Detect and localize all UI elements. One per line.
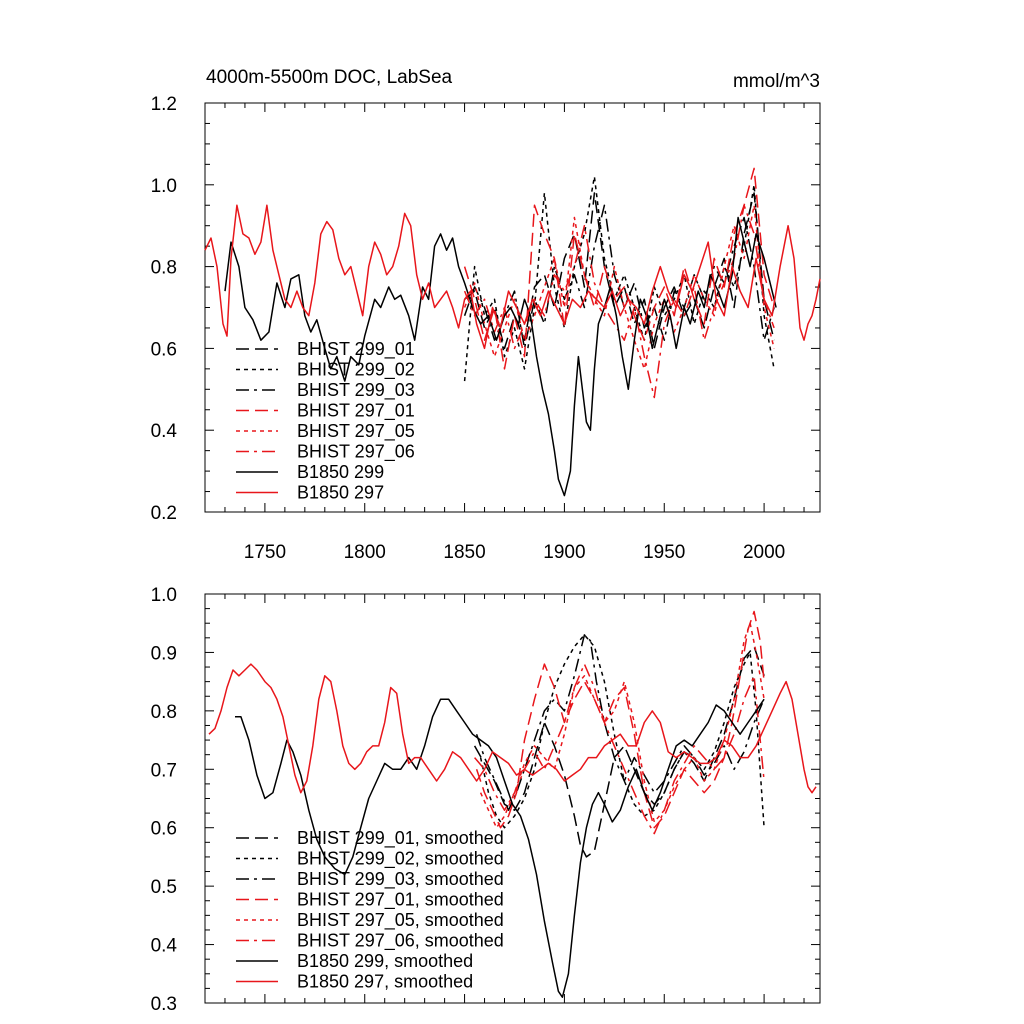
y-tick-label: 1.0 [151, 585, 177, 606]
bottom-panel: 0.3 0.4 0.5 0.6 0.7 0.8 0.9 1.0 BHIST 299_01, sm… [151, 585, 821, 1015]
top-legend-label-1: BHIST 299_02 [297, 360, 415, 381]
top-legend-label-5: BHIST 297_06 [297, 442, 415, 463]
units-label: mmol/m^3 [733, 71, 820, 92]
x-tick-label: 2000 [743, 542, 785, 563]
bottom-series-line-1 [479, 634, 765, 829]
top-legend-label-6: B1850 299 [297, 462, 384, 482]
x-tick-label: 1900 [543, 542, 585, 563]
y-tick-label: 0.6 [151, 819, 177, 840]
bottom-legend-label-5: BHIST 297_06, smoothed [297, 931, 504, 952]
x-tick-label: 1950 [643, 542, 685, 563]
bottom-legend-label-3: BHIST 297_01, smoothed [297, 890, 504, 911]
y-tick-label: 0.9 [151, 643, 177, 664]
top-series-line-2 [463, 204, 775, 350]
chart-title: 4000m-5500m DOC, LabSea [206, 67, 453, 88]
top-legend-label-7: B1850 297 [297, 483, 384, 503]
bottom-series-line-7 [208, 663, 817, 794]
x-tick-label: 1850 [443, 542, 485, 563]
y-tick-label: 1.2 [151, 94, 177, 115]
top-series-line-5 [463, 204, 775, 399]
bottom-legend-label-6: B1850 299, smoothed [297, 951, 473, 971]
y-tick-label: 1.0 [151, 176, 177, 197]
y-tick-label: 0.5 [151, 877, 177, 898]
top-legend-label-2: BHIST 299_03 [297, 380, 415, 401]
x-tick-label: 1750 [244, 542, 286, 563]
top-panel: 1750 1800 1850 1900 1950 2000 0.2 0.4 0.6 0.8 1.0 1… [151, 94, 821, 563]
bottom-legend-label-2: BHIST 299_03, smoothed [297, 869, 504, 890]
bottom-legend-label-4: BHIST 297_05, smoothed [297, 910, 504, 931]
top-series-line-7 [204, 204, 821, 350]
y-tick-label: 0.6 [151, 339, 177, 360]
y-tick-label: 0.3 [151, 994, 177, 1015]
top-series-line-6 [224, 216, 777, 497]
bottom-legend-label-1: BHIST 299_02, smoothed [297, 849, 504, 870]
bottom-series-line-2 [475, 634, 765, 811]
x-tick-label: 1800 [344, 542, 386, 563]
bottom-series-line-4 [479, 622, 765, 829]
y-tick-label: 0.7 [151, 760, 177, 781]
top-legend-label-0: BHIST 299_01 [297, 339, 415, 360]
y-tick-label: 0.4 [151, 936, 178, 957]
y-tick-label: 0.8 [151, 258, 177, 279]
y-tick-label: 0.2 [151, 503, 177, 524]
bottom-legend-label-7: B1850 297, smoothed [297, 972, 473, 992]
y-tick-label: 0.8 [151, 702, 177, 723]
bottom-series-line-0 [473, 645, 765, 858]
top-series-line-3 [463, 167, 775, 370]
y-tick-label: 0.4 [151, 421, 178, 442]
bottom-series-line-3 [475, 610, 765, 829]
top-series-line-4 [463, 204, 775, 370]
bottom-legend-label-0: BHIST 299_01, smoothed [297, 828, 504, 849]
top-legend-label-4: BHIST 297_05 [297, 421, 415, 442]
bottom-series-line-5 [474, 663, 765, 835]
bottom-series-line-6 [235, 698, 765, 998]
top-legend-label-3: BHIST 297_01 [297, 401, 415, 422]
